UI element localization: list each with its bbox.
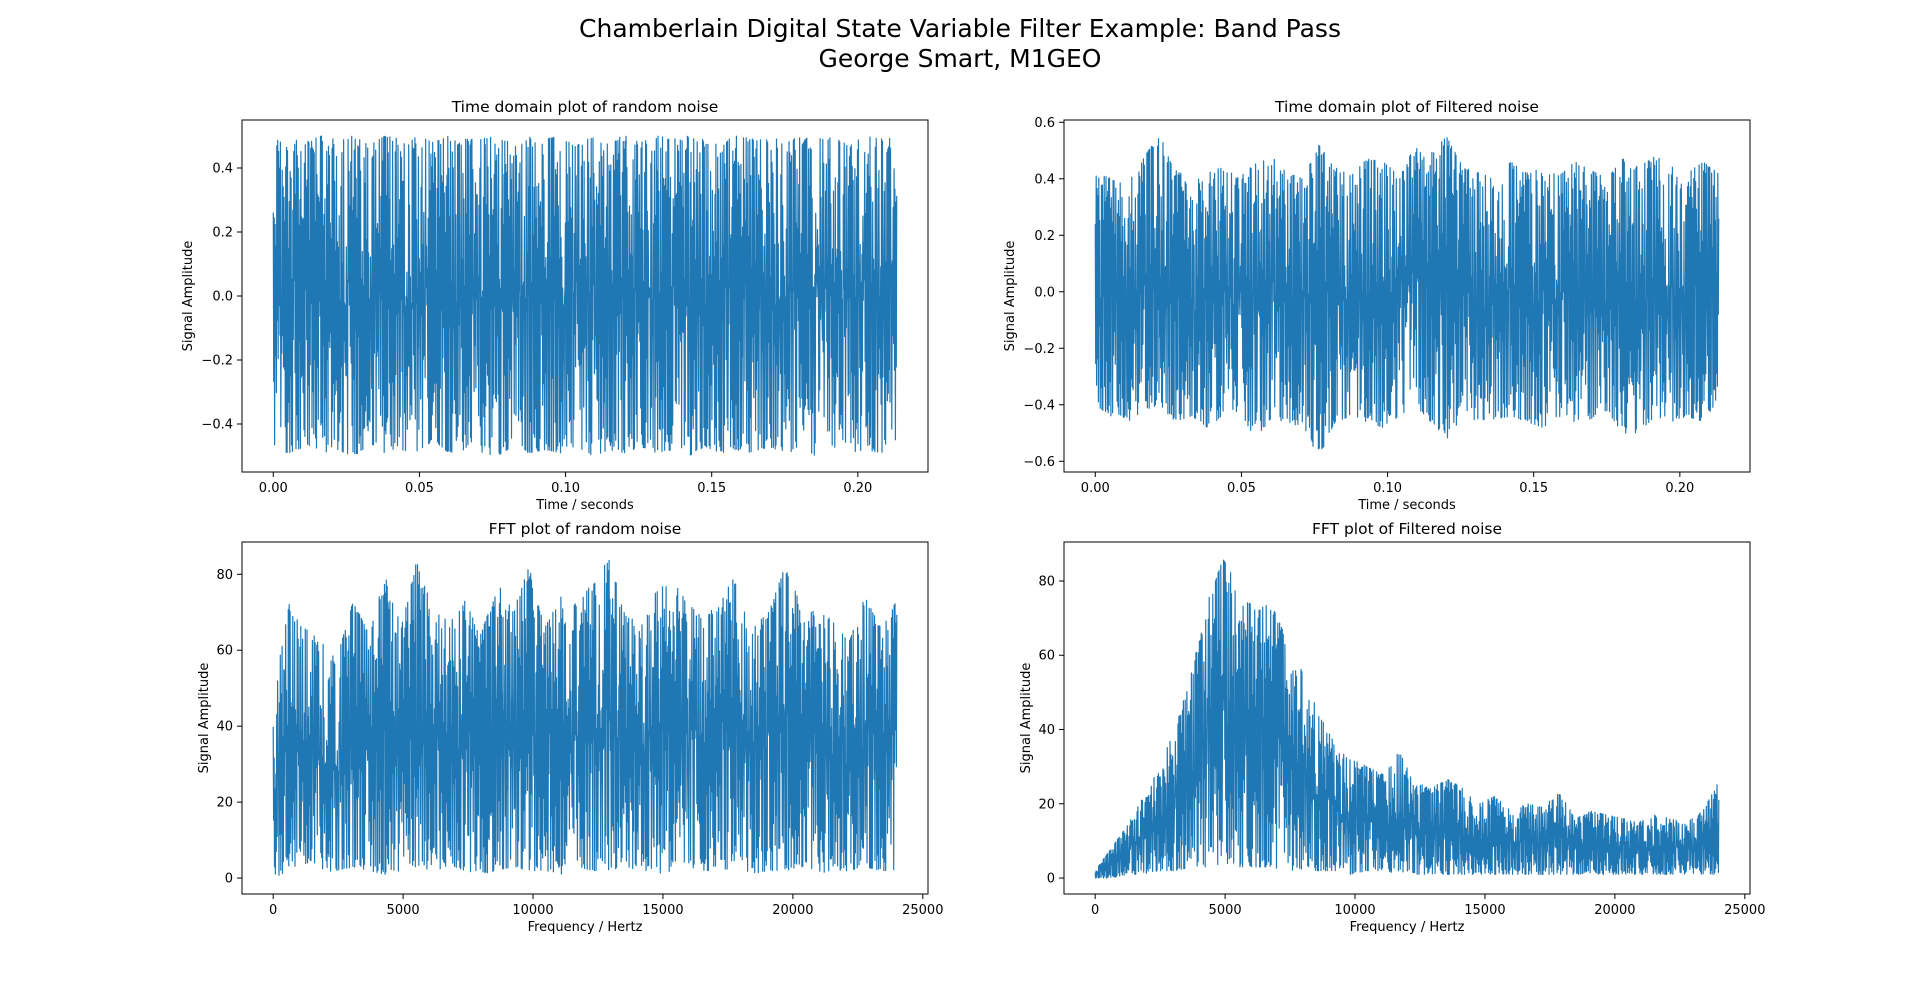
series-line: [1094, 137, 1720, 450]
x-tick-label: 5000: [1209, 903, 1242, 918]
y-tick-label: 0.2: [1034, 229, 1055, 244]
x-tick-label: 0: [1091, 903, 1099, 918]
subplot-fft-filtered: 0 5000 10000 15000 20000 25000 0 20 40 60 80 FFT pl…: [1019, 520, 1765, 935]
x-tick-label: 25000: [1724, 903, 1765, 918]
x-axis-label: Time / seconds: [535, 498, 634, 513]
x-tick-label: 10000: [512, 903, 553, 918]
x-tick-label: 0.00: [1081, 481, 1110, 496]
x-tick-label: 0.10: [551, 481, 580, 496]
y-axis-label: Signal Amplitude: [181, 241, 196, 352]
y-tick-label: 0.4: [212, 162, 233, 177]
y-tick-label: 0: [1047, 872, 1055, 887]
subplot-title: FFT plot of random noise: [489, 520, 682, 538]
y-tick-label: −0.4: [1023, 398, 1055, 413]
subplot-time-filtered: 0.00 0.05 0.10 0.15 0.20 −0.6 −0.4 −0.2 0.0 0.2 0.…: [1003, 98, 1751, 513]
x-tick-label: 15000: [642, 903, 683, 918]
x-tick-label: 0.20: [843, 481, 872, 496]
y-tick-label: 80: [1038, 574, 1055, 589]
x-axis-label: Frequency / Hertz: [1350, 920, 1465, 935]
x-tick-label: 0.05: [1227, 481, 1256, 496]
x-tick-label: 25000: [902, 903, 943, 918]
x-tick-label: 0.00: [259, 481, 288, 496]
y-tick-label: −0.4: [201, 418, 233, 433]
y-tick-label: 0.4: [1034, 172, 1055, 187]
series-line: [272, 559, 898, 876]
y-tick-label: 0: [225, 872, 233, 887]
x-tick-label: 5000: [387, 903, 420, 918]
figure-subtitle: George Smart, M1GEO: [818, 44, 1102, 73]
x-tick-label: 0.20: [1665, 481, 1694, 496]
y-tick-label: 0.6: [1034, 116, 1055, 131]
series-line: [1094, 559, 1720, 879]
y-tick-label: 20: [216, 796, 233, 811]
y-tick-label: 60: [216, 644, 233, 659]
x-tick-label: 0.05: [405, 481, 434, 496]
subplot-title: FFT plot of Filtered noise: [1312, 520, 1502, 538]
x-tick-label: 0.10: [1373, 481, 1402, 496]
axes-frame: [241, 541, 929, 895]
subplot-time-random: 0.00 0.05 0.10 0.15 0.20 −0.4 −0.2 0.0 0.2 0.4 Tim…: [181, 98, 929, 513]
y-tick-label: 40: [216, 720, 233, 735]
x-axis-label: Time / seconds: [1357, 498, 1456, 513]
y-axis-label: Signal Amplitude: [1003, 241, 1018, 352]
y-axis-label: Signal Amplitude: [1019, 663, 1034, 774]
y-tick-label: 80: [216, 568, 233, 583]
x-tick-label: 15000: [1464, 903, 1505, 918]
y-tick-label: 0.2: [212, 226, 233, 241]
x-axis-label: Frequency / Hertz: [528, 920, 643, 935]
x-tick-label: 0.15: [697, 481, 726, 496]
y-tick-label: 60: [1038, 649, 1055, 664]
y-axis-label: Signal Amplitude: [197, 663, 212, 774]
series-line: [272, 135, 898, 456]
y-tick-label: 20: [1038, 797, 1055, 812]
y-tick-label: −0.2: [201, 354, 233, 369]
x-tick-label: 0: [269, 903, 277, 918]
y-tick-label: −0.2: [1023, 342, 1055, 357]
figure-title: Chamberlain Digital State Variable Filte…: [579, 14, 1341, 43]
y-tick-label: 0.0: [1034, 285, 1055, 300]
x-tick-label: 20000: [1594, 903, 1635, 918]
x-tick-label: 20000: [772, 903, 813, 918]
axes-frame: [1063, 119, 1751, 473]
axes-frame: [1063, 541, 1751, 895]
y-tick-label: −0.6: [1023, 455, 1055, 470]
y-tick-label: 0.0: [212, 290, 233, 305]
x-tick-label: 10000: [1334, 903, 1375, 918]
y-tick-label: 40: [1038, 723, 1055, 738]
subplot-title: Time domain plot of random noise: [451, 98, 719, 116]
x-tick-label: 0.15: [1519, 481, 1548, 496]
subplot-title: Time domain plot of Filtered noise: [1274, 98, 1539, 116]
subplot-fft-random: 0 5000 10000 15000 20000 25000 0 20 40 60 80 FFT pl…: [197, 520, 943, 935]
